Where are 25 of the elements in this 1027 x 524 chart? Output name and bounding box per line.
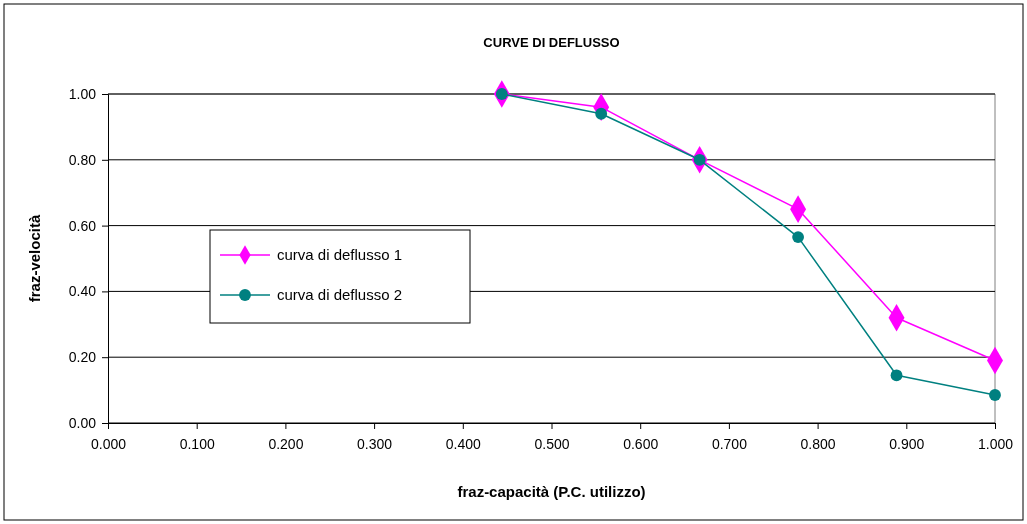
x-tick-label: 0.700 bbox=[711, 435, 748, 452]
x-tick-label: 0.500 bbox=[534, 435, 570, 452]
x-tick-label: 0.400 bbox=[445, 435, 482, 452]
x-tick-label: 0.000 bbox=[90, 435, 127, 452]
y-tick-label: 0.20 bbox=[68, 349, 97, 366]
x-tick-label: 0.200 bbox=[268, 435, 304, 452]
y-tick-label: 0.60 bbox=[68, 217, 97, 234]
y-tick-label: 0.80 bbox=[68, 151, 97, 168]
legend-label: curva di deflusso 1 bbox=[277, 246, 403, 263]
x-tick-label: 0.800 bbox=[800, 435, 836, 452]
x-tick-label: 0.900 bbox=[889, 435, 925, 452]
point bbox=[792, 231, 804, 244]
chart-title: CURVE DI DEFLUSSO bbox=[483, 35, 620, 50]
point bbox=[890, 369, 903, 382]
x-axis-title: fraz-capacità (P.C. utilizzo) bbox=[457, 483, 646, 500]
x-tick-label: 0.100 bbox=[179, 435, 215, 452]
y-tick-label: 0.00 bbox=[68, 414, 97, 431]
x-tick-label: 0.300 bbox=[357, 435, 393, 452]
legend-label: curva di deflusso 2 bbox=[277, 286, 403, 303]
x-tick-label: 1.000 bbox=[977, 435, 1014, 452]
y-axis-title: fraz-velocità bbox=[26, 214, 43, 303]
y-tick-label: 1.00 bbox=[68, 85, 97, 102]
y-tick-label: 0.40 bbox=[68, 283, 97, 300]
x-tick-label: 0.600 bbox=[623, 435, 659, 452]
point bbox=[989, 389, 1001, 401]
